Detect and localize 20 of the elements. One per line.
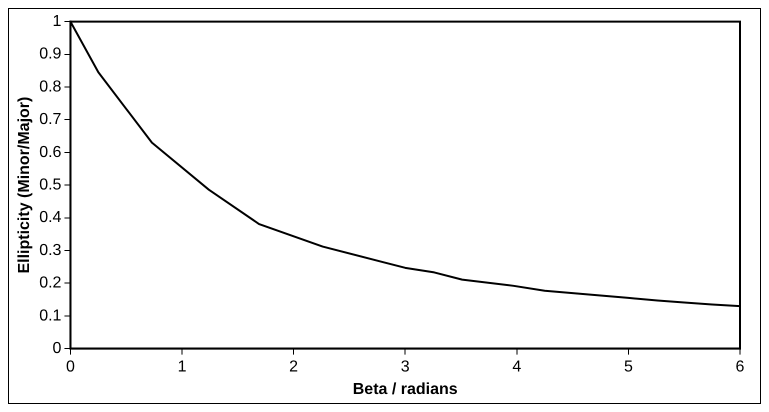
y-tick-label: 0.4 [39,209,62,226]
y-tick-label: 0.3 [39,242,62,259]
x-tick-label: 0 [66,358,75,376]
y-tick-label: 0.1 [39,307,62,324]
y-tick-label: 0.7 [39,111,62,128]
y-tick-label: 1 [52,13,62,30]
x-tick-label: 6 [736,358,745,376]
x-tick-label: 1 [178,358,187,376]
y-tick-label: 0.2 [39,274,62,292]
x-tick-label: 2 [289,358,298,376]
y-tick-label: 0 [52,340,62,358]
x-tick-label: 4 [512,358,522,376]
y-tick-label: 0.8 [39,78,62,96]
y-tick-label: 0.6 [39,144,62,161]
y-tick-label: 0.9 [39,46,62,63]
x-tick-label: 3 [400,358,410,376]
y-axis-title: Ellipticity (Minor/Major) [16,96,34,274]
x-axis-title: Beta / radians [352,380,458,398]
x-tick-label: 5 [624,358,633,376]
y-tick-label: 0.5 [39,176,62,194]
